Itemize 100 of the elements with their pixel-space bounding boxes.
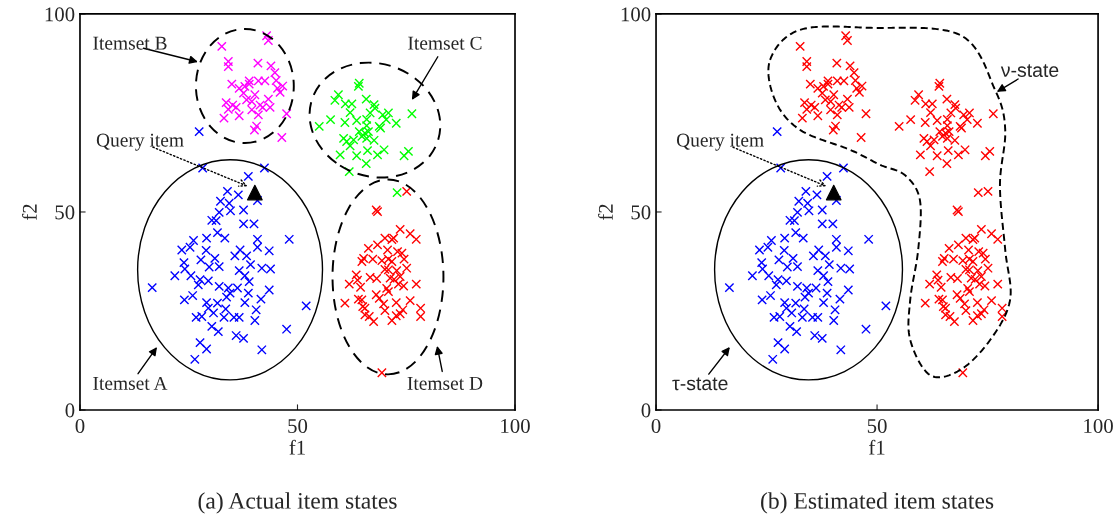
- point: [392, 187, 402, 198]
- point: [398, 281, 409, 291]
- point: [345, 140, 355, 151]
- y-tick-label: 50: [631, 205, 651, 220]
- point: [345, 107, 355, 118]
- point: [372, 150, 383, 160]
- point: [226, 79, 237, 89]
- point: [277, 81, 288, 91]
- x-axis-title: f1: [869, 439, 885, 455]
- point: [362, 145, 373, 156]
- x-tick-label: 50: [867, 418, 887, 433]
- x-tick-label: 50: [288, 418, 308, 433]
- point: [344, 166, 355, 177]
- annotation: Query item: [96, 133, 184, 151]
- point: [276, 132, 287, 143]
- point: [380, 305, 390, 316]
- point: [333, 89, 344, 100]
- annotation: Itemset B: [93, 36, 167, 50]
- point: [234, 110, 245, 121]
- point: [371, 289, 382, 300]
- point: [272, 83, 283, 94]
- point: [352, 275, 363, 285]
- point: [246, 104, 257, 115]
- point: [263, 35, 274, 46]
- point: [397, 248, 407, 259]
- point: [275, 87, 285, 98]
- point: [379, 144, 389, 155]
- point: [399, 254, 409, 264]
- point: [219, 113, 229, 123]
- point: [351, 150, 362, 161]
- point: [270, 67, 280, 78]
- point: [370, 103, 380, 114]
- point: [364, 311, 375, 322]
- text: (b) Estimated item states: [761, 492, 994, 514]
- point: [223, 56, 234, 67]
- point: [360, 310, 370, 320]
- point: [246, 184, 263, 201]
- point: [216, 41, 227, 52]
- point: [261, 30, 272, 41]
- point: [395, 224, 406, 235]
- point: [368, 316, 379, 327]
- point: [361, 158, 372, 169]
- point: [389, 274, 399, 285]
- point: [241, 95, 252, 105]
- point: [381, 114, 392, 125]
- y-tick-label: 0: [641, 403, 651, 418]
- point: [263, 94, 274, 104]
- point: [335, 150, 345, 160]
- point: [415, 303, 426, 314]
- point: [401, 186, 412, 197]
- annotation: Itemset C: [408, 36, 482, 50]
- x-tick-label: 100: [1084, 418, 1113, 433]
- x-tick-label: 100: [501, 418, 530, 433]
- annotation: Itemset D: [407, 376, 483, 390]
- point: [355, 282, 366, 293]
- point: [325, 114, 336, 125]
- annotation: Itemset A: [93, 376, 168, 390]
- point: [357, 295, 367, 305]
- point: [223, 61, 234, 72]
- point: [369, 99, 379, 110]
- point: [314, 121, 325, 132]
- y-tick-label: 100: [621, 7, 651, 22]
- point: [407, 108, 417, 119]
- point: [281, 108, 292, 119]
- point: [391, 118, 402, 129]
- point: [411, 234, 422, 245]
- point: [361, 120, 372, 131]
- point: [403, 146, 414, 157]
- point: [266, 60, 276, 71]
- point: [405, 228, 416, 239]
- point: [340, 298, 350, 308]
- y-axis-title: f2: [21, 204, 37, 221]
- point: [253, 58, 263, 68]
- point: [246, 96, 257, 107]
- x-tick-label: 0: [651, 418, 661, 433]
- x-axis-title: f1: [289, 439, 305, 455]
- point: [253, 110, 264, 120]
- point: [372, 239, 383, 250]
- point: [397, 304, 408, 315]
- point: [405, 295, 416, 306]
- annotation: τ-state: [672, 377, 728, 391]
- point: [365, 108, 376, 118]
- text: (a) Actual item states: [198, 492, 397, 514]
- point: [393, 279, 404, 289]
- point: [391, 297, 402, 308]
- point: [387, 315, 397, 326]
- point: [353, 294, 364, 304]
- y-axis-title: f2: [598, 204, 613, 221]
- point: [361, 94, 372, 104]
- y-tick-label: 50: [55, 205, 75, 220]
- point: [378, 298, 389, 309]
- point: [251, 121, 262, 131]
- point: [249, 125, 260, 135]
- point: [340, 117, 350, 128]
- point: [399, 150, 409, 161]
- annotation: ν-state: [1000, 64, 1059, 77]
- point: [391, 310, 402, 321]
- x-tick-label: 0: [75, 418, 85, 433]
- y-tick-label: 100: [45, 7, 75, 22]
- annotation: Query item: [676, 133, 764, 151]
